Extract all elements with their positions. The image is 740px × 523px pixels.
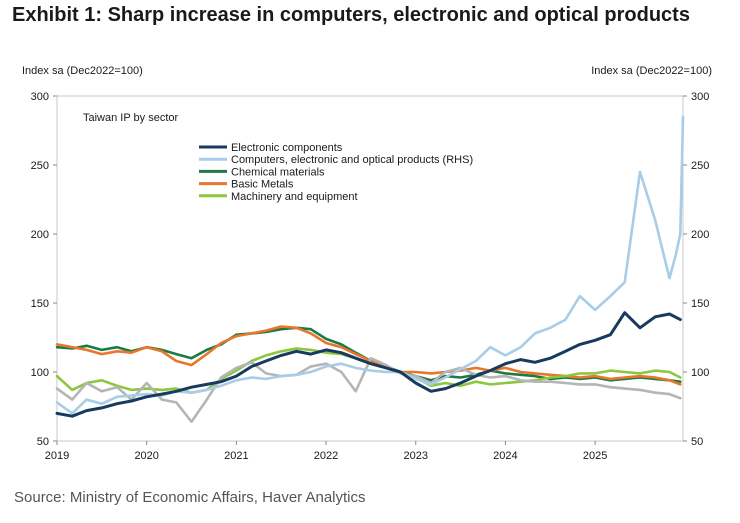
x-tick-label: 2021	[224, 450, 248, 462]
legend-label: Machinery and equipment	[231, 191, 358, 203]
legend-label: Electronic components	[231, 142, 343, 154]
y-tick-label-left: 150	[31, 298, 49, 310]
x-tick-label: 2025	[583, 450, 607, 462]
y-tick-label-right: 100	[691, 367, 709, 379]
x-tick-label: 2022	[314, 450, 338, 462]
chart-title: Exhibit 1: Sharp increase in computers, …	[12, 4, 690, 26]
x-tick-label: 2023	[403, 450, 427, 462]
series-line-electronic-components	[55, 311, 682, 418]
series-line-other-sectors	[55, 356, 682, 423]
legend-label: Basic Metals	[231, 179, 294, 191]
y-tick-label-left: 250	[31, 160, 49, 172]
y-tick-label-right: 250	[691, 160, 709, 172]
inner-label: Taiwan IP by sector	[83, 112, 179, 124]
x-tick-label: 2020	[134, 450, 158, 462]
y-tick-label-left: 200	[31, 229, 49, 241]
y-tick-label-right: 150	[691, 298, 709, 310]
y-tick-label-left: 50	[37, 436, 49, 448]
left-axis-label: Index sa (Dec2022=100)	[22, 65, 143, 77]
x-tick-label: 2019	[45, 450, 69, 462]
source-note: Source: Ministry of Economic Affairs, Ha…	[14, 489, 366, 506]
legend-label: Chemical materials	[231, 166, 325, 178]
legend-label: Computers, electronic and optical produc…	[231, 154, 473, 166]
y-tick-label-left: 300	[31, 91, 49, 103]
y-tick-label-right: 300	[691, 91, 709, 103]
right-axis-label: Index sa (Dec2022=100)	[591, 65, 712, 77]
x-tick-label: 2024	[493, 450, 517, 462]
y-tick-label-left: 100	[31, 367, 49, 379]
y-tick-label-right: 50	[691, 436, 703, 448]
y-tick-label-right: 200	[691, 229, 709, 241]
